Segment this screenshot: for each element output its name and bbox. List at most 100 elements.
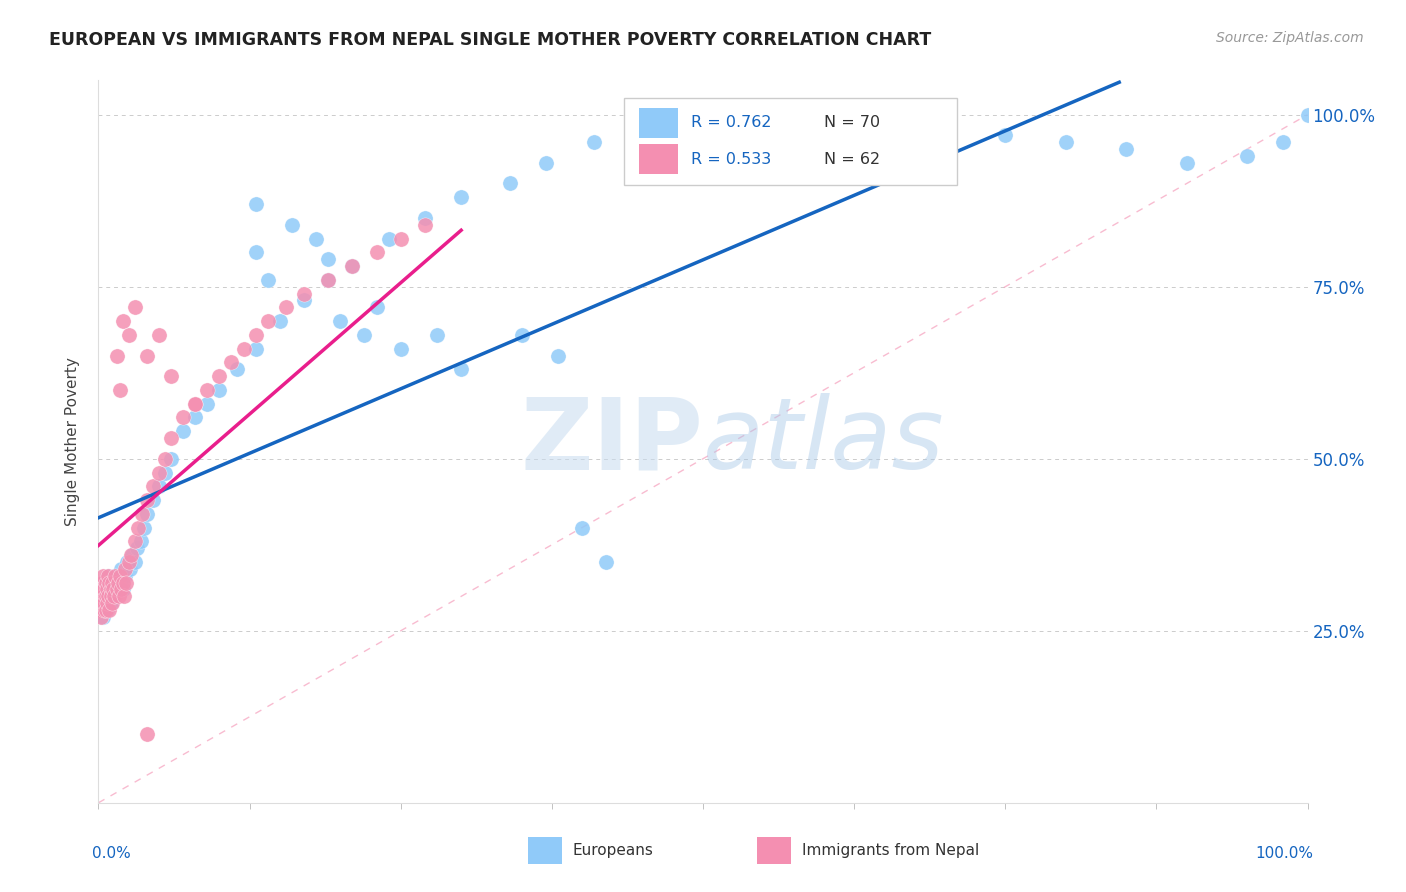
FancyBboxPatch shape xyxy=(527,837,561,864)
Point xyxy=(160,369,183,384)
Point xyxy=(101,582,124,597)
Point xyxy=(97,582,120,597)
Text: N = 62: N = 62 xyxy=(824,152,880,167)
Point xyxy=(90,610,112,624)
Point xyxy=(172,424,194,438)
Point xyxy=(127,520,149,534)
Point xyxy=(91,596,114,610)
Point xyxy=(153,466,176,480)
Point xyxy=(96,603,118,617)
Point xyxy=(274,301,297,315)
Point xyxy=(269,314,291,328)
Point xyxy=(245,342,267,356)
Point xyxy=(98,603,121,617)
Point xyxy=(108,590,131,604)
Point xyxy=(135,493,157,508)
Text: Europeans: Europeans xyxy=(572,843,654,858)
Point xyxy=(256,273,278,287)
Point xyxy=(115,575,138,590)
Point xyxy=(426,327,449,342)
Point xyxy=(94,603,117,617)
Point xyxy=(135,507,157,521)
Point xyxy=(127,541,149,556)
Point xyxy=(226,362,249,376)
Text: R = 0.762: R = 0.762 xyxy=(690,115,772,130)
Point xyxy=(450,190,472,204)
Point xyxy=(118,562,141,576)
Text: Immigrants from Nepal: Immigrants from Nepal xyxy=(803,843,980,858)
Point xyxy=(389,231,412,245)
Point xyxy=(1115,142,1137,156)
Text: Source: ZipAtlas.com: Source: ZipAtlas.com xyxy=(1216,31,1364,45)
Point xyxy=(692,114,714,128)
Point xyxy=(631,121,654,136)
Point xyxy=(547,349,569,363)
Point xyxy=(105,349,128,363)
Point xyxy=(114,568,136,582)
Text: ZIP: ZIP xyxy=(520,393,703,490)
Point xyxy=(148,479,170,493)
Point xyxy=(100,590,122,604)
Point xyxy=(108,568,131,582)
Point xyxy=(93,575,115,590)
Point xyxy=(104,568,127,582)
Point xyxy=(292,286,315,301)
Point xyxy=(98,575,121,590)
Text: 100.0%: 100.0% xyxy=(1256,847,1313,861)
Point xyxy=(103,590,125,604)
Point xyxy=(148,327,170,342)
Point xyxy=(97,568,120,582)
Point xyxy=(105,582,128,597)
Point xyxy=(93,590,115,604)
Point xyxy=(245,327,267,342)
Point xyxy=(112,590,135,604)
Point xyxy=(96,582,118,597)
Point xyxy=(1296,108,1319,122)
Point xyxy=(97,590,120,604)
Point xyxy=(100,596,122,610)
Point xyxy=(103,568,125,582)
Point xyxy=(91,590,114,604)
Point xyxy=(97,568,120,582)
Point xyxy=(118,327,141,342)
Point xyxy=(353,327,375,342)
Point xyxy=(96,575,118,590)
Point xyxy=(305,231,328,245)
Point xyxy=(108,575,131,590)
FancyBboxPatch shape xyxy=(638,108,678,138)
Point xyxy=(91,590,114,604)
Point xyxy=(221,355,243,369)
Point xyxy=(91,575,114,590)
Point xyxy=(93,582,115,597)
Point xyxy=(1175,156,1198,170)
Point xyxy=(994,128,1017,143)
Point xyxy=(100,575,122,590)
Point xyxy=(316,273,339,287)
Point xyxy=(101,582,124,597)
Point xyxy=(389,342,412,356)
Point xyxy=(91,596,114,610)
Point xyxy=(96,596,118,610)
Point xyxy=(256,314,278,328)
Point xyxy=(107,582,129,597)
Point xyxy=(172,410,194,425)
Point xyxy=(245,197,267,211)
Text: 0.0%: 0.0% xyxy=(93,847,131,861)
Point xyxy=(413,211,436,225)
Point xyxy=(129,534,152,549)
Point xyxy=(111,575,134,590)
Point xyxy=(107,575,129,590)
Point xyxy=(184,397,207,411)
Point xyxy=(153,451,176,466)
Point xyxy=(232,342,254,356)
Point xyxy=(91,582,114,597)
Point xyxy=(131,507,153,521)
Point xyxy=(377,231,399,245)
Point xyxy=(195,383,218,397)
Point xyxy=(94,596,117,610)
Point xyxy=(100,596,122,610)
Point xyxy=(1054,135,1077,149)
Point xyxy=(94,575,117,590)
Point xyxy=(498,177,520,191)
Point xyxy=(142,493,165,508)
